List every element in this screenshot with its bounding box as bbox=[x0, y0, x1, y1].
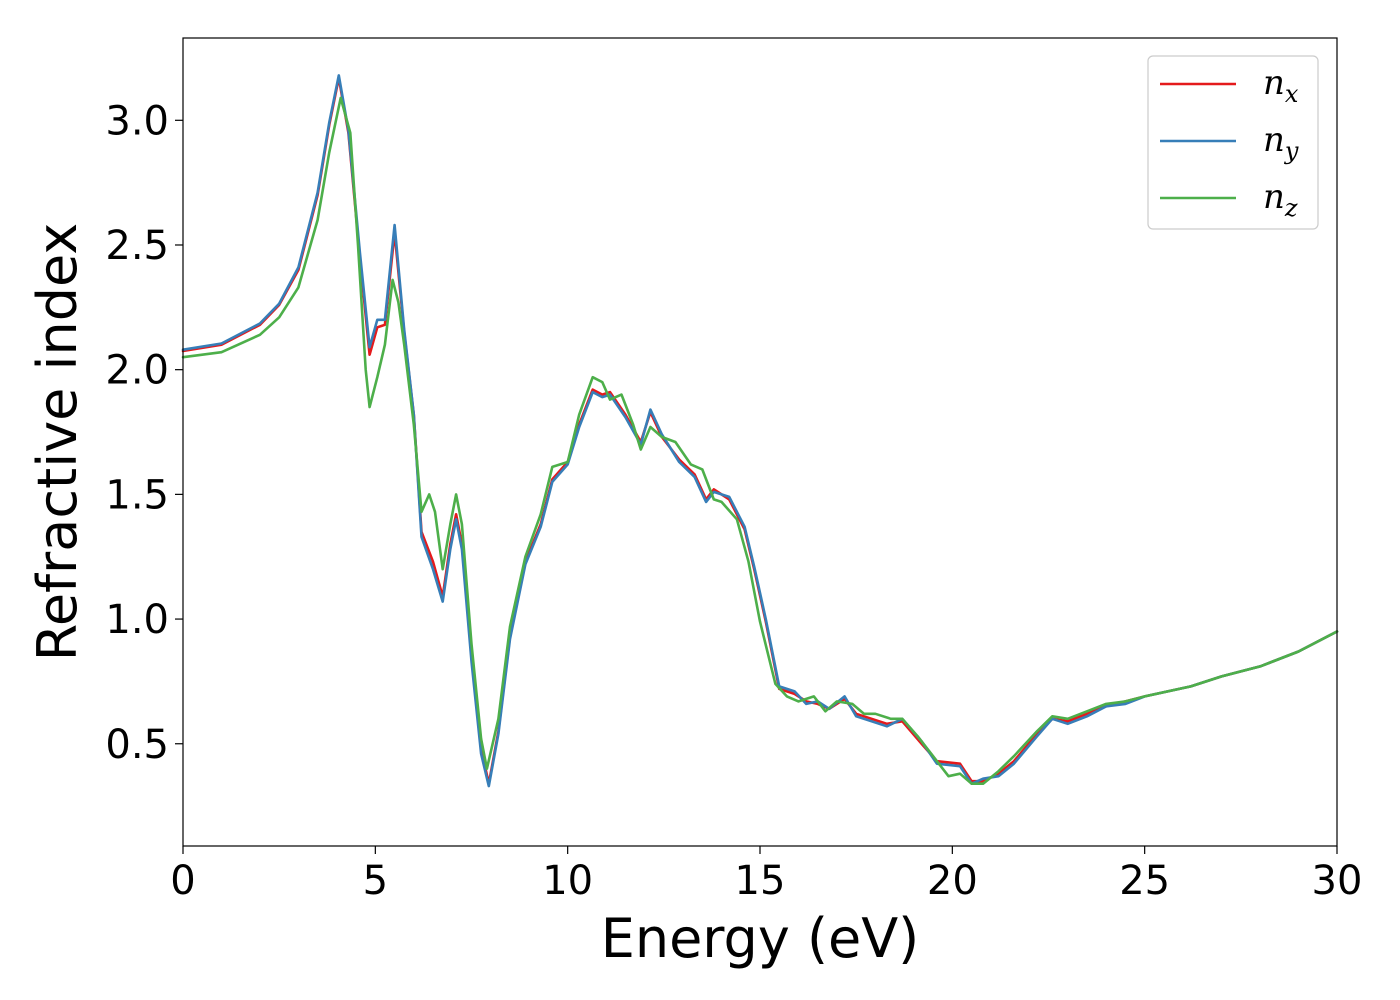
x-tick-label: 0 bbox=[170, 858, 195, 904]
series-line-ny bbox=[181, 74, 1339, 788]
x-tick-label: 30 bbox=[1312, 858, 1363, 904]
legend-label-nx: nx bbox=[1263, 63, 1299, 108]
x-tick-label: 25 bbox=[1119, 858, 1170, 904]
legend: nx ny nz bbox=[1147, 55, 1319, 230]
y-tick-label: 1.0 bbox=[105, 597, 169, 643]
y-tick-label: 2.0 bbox=[105, 348, 169, 394]
x-axis: 0 5 10 15 20 25 30 bbox=[170, 846, 1362, 904]
y-tick-label: 3.0 bbox=[105, 98, 169, 144]
y-tick-label: 1.5 bbox=[105, 472, 169, 518]
series-line-nz bbox=[181, 96, 1339, 786]
y-axis: 0.5 1.0 1.5 2.0 2.5 3.0 bbox=[105, 98, 183, 768]
y-axis-label: Refractive index bbox=[26, 223, 89, 662]
legend-label-ny: ny bbox=[1263, 120, 1299, 165]
y-tick-label: 0.5 bbox=[105, 722, 169, 768]
x-tick-label: 15 bbox=[735, 858, 786, 904]
x-tick-label: 20 bbox=[927, 858, 978, 904]
series-layer bbox=[181, 74, 1339, 788]
legend-label-nz: nz bbox=[1263, 177, 1298, 222]
x-tick-label: 5 bbox=[363, 858, 388, 904]
x-tick-label: 10 bbox=[542, 858, 593, 904]
legend-box bbox=[1147, 55, 1319, 230]
x-axis-label: Energy (eV) bbox=[601, 907, 920, 970]
y-tick-label: 2.5 bbox=[105, 223, 169, 269]
